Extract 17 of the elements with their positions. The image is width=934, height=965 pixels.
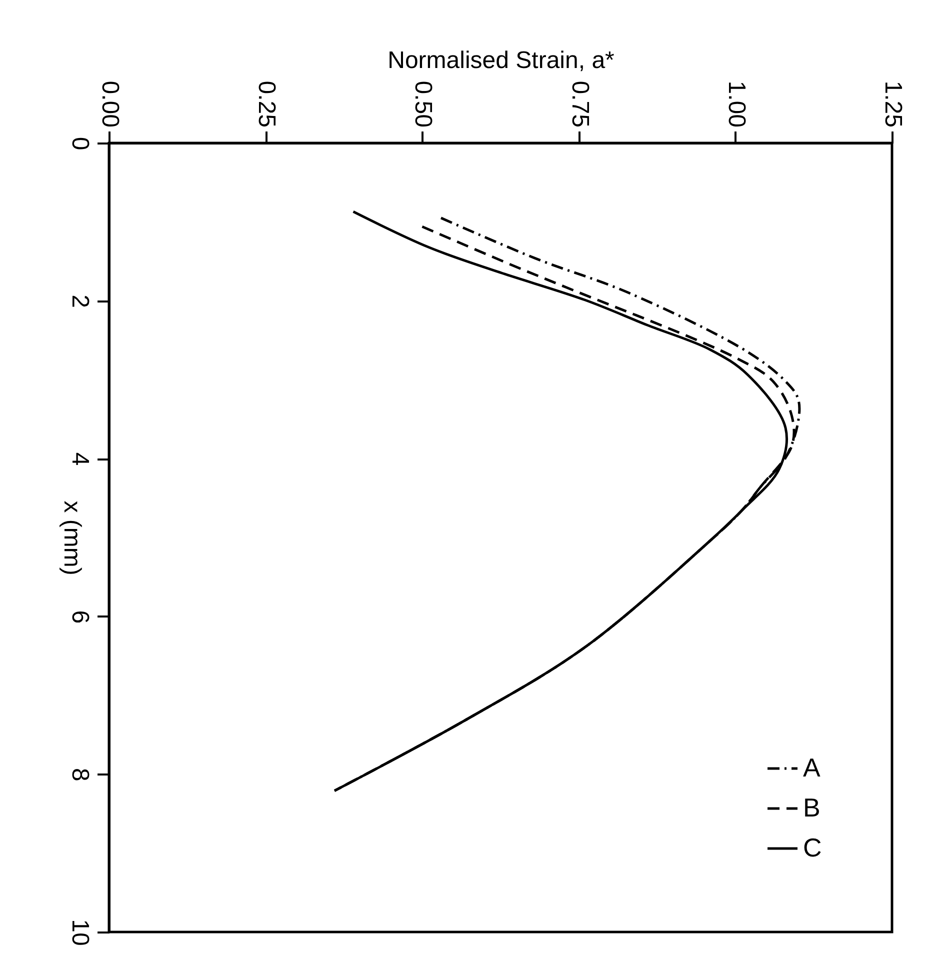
legend-label: A <box>803 752 821 782</box>
y-tick-label: 2 <box>66 294 94 308</box>
y-tick-label: 10 <box>66 919 94 946</box>
y-tick-label: 0 <box>66 136 94 150</box>
y-tick-label: 6 <box>66 610 94 624</box>
x-tick-label: 1.25 <box>880 80 906 128</box>
y-tick-label: 4 <box>66 452 94 466</box>
legend-label: B <box>803 792 820 822</box>
x-tick-label: 0.00 <box>96 80 124 128</box>
x-axis-title: Normalised Strain, a* <box>388 46 614 74</box>
x-tick-label: 1.00 <box>722 80 750 128</box>
y-tick-label: 8 <box>66 768 94 782</box>
y-axis-title: x (mm) <box>58 500 86 576</box>
x-tick-label: 0.75 <box>566 80 594 128</box>
x-tick-label: 0.50 <box>410 80 437 128</box>
x-tick-label: 0.25 <box>253 80 280 128</box>
legend-label: C <box>803 832 822 862</box>
